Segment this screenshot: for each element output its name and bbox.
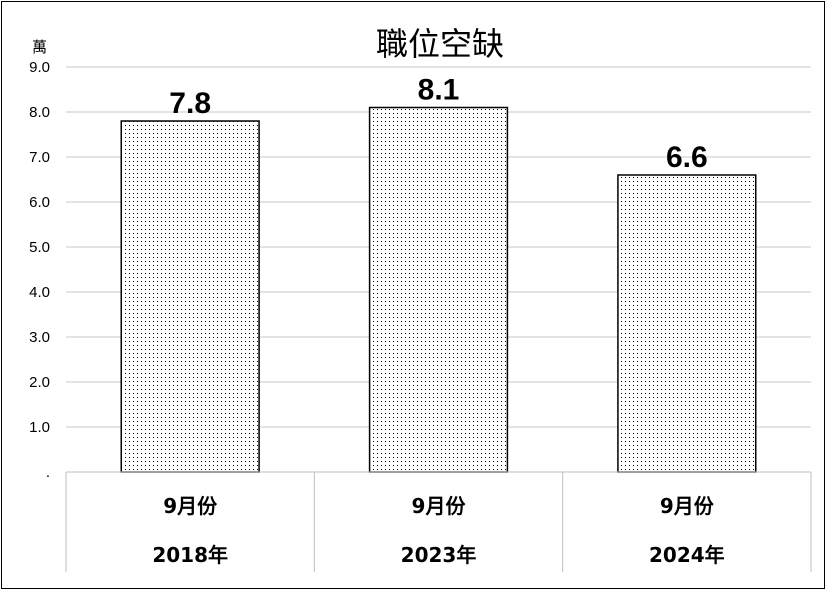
category-year-label: 2018年 (152, 543, 228, 567)
data-labels: 7.8 8.1 6.6 (169, 74, 707, 175)
bar (368, 106, 509, 473)
category-year-label: 2024年 (649, 543, 725, 567)
data-label: 8.1 (418, 74, 460, 107)
bar (617, 174, 757, 473)
y-tick-label: . (46, 464, 50, 481)
bar (120, 120, 260, 473)
y-axis-tick-labels: . 1.0 2.0 3.0 4.0 5.0 6.0 7.0 8.0 9.0 (29, 59, 50, 481)
y-tick-label: 9.0 (29, 59, 50, 76)
data-label: 6.6 (666, 141, 708, 174)
y-tick-label: 1.0 (29, 419, 50, 436)
data-label: 7.8 (169, 87, 211, 120)
y-axis-unit-label: 萬 (32, 38, 47, 56)
category-year-label: 2023年 (401, 543, 477, 567)
y-tick-label: 3.0 (29, 329, 50, 346)
y-tick-label: 2.0 (29, 374, 50, 391)
category-month-label: 9月份 (660, 494, 715, 518)
category-month-label: 9月份 (163, 494, 218, 518)
category-table: 9月份 2018年 9月份 2023年 9月份 2024年 (65, 471, 812, 572)
y-tick-label: 4.0 (29, 284, 50, 301)
y-tick-label: 5.0 (29, 239, 50, 256)
bars (120, 106, 757, 473)
y-tick-label: 6.0 (29, 194, 50, 211)
chart-title: 職位空缺 (376, 25, 504, 63)
y-tick-label: 8.0 (29, 104, 50, 121)
y-tick-label: 7.0 (29, 149, 50, 166)
category-month-label: 9月份 (412, 494, 467, 518)
